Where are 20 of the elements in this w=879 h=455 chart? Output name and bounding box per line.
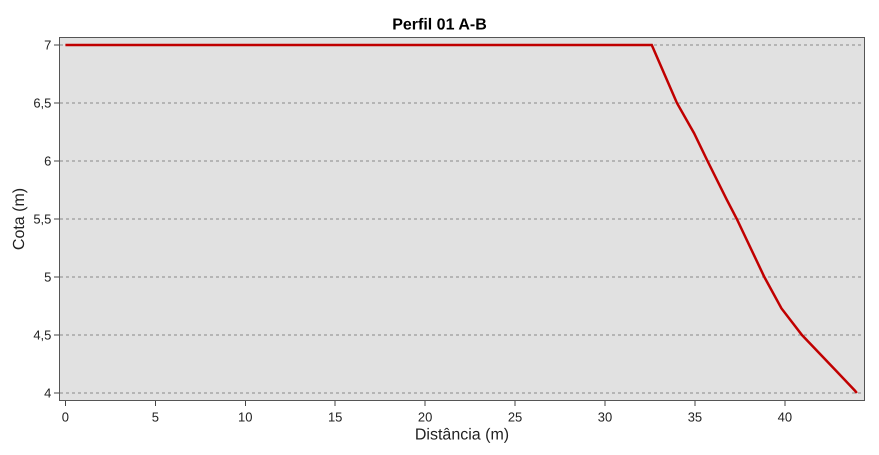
y-tick-label: 4 (44, 386, 52, 401)
chart-title: Perfil 01 A-B (392, 16, 487, 34)
x-tick-label: 15 (328, 410, 342, 425)
y-tick-label: 5,5 (33, 212, 52, 227)
x-tick-label: 0 (62, 410, 70, 425)
x-axis-title: Distância (m) (414, 426, 510, 444)
y-axis-title: Cota (m) (11, 188, 28, 250)
line-series (64, 44, 858, 394)
y-tick-label: 6,5 (33, 96, 52, 111)
y-tick-label: 7 (44, 38, 52, 53)
x-tick-label: 35 (688, 410, 702, 425)
x-tick-label: 40 (778, 410, 792, 425)
y-tick-label: 5 (44, 270, 52, 285)
x-tick-label: 10 (238, 410, 252, 425)
y-tick-label: 6 (44, 154, 52, 169)
x-tick-label: 25 (508, 410, 522, 425)
x-tick-label: 5 (152, 410, 159, 425)
x-tick-label: 20 (418, 410, 432, 425)
y-tick-label: 4,5 (33, 328, 52, 343)
x-tick-label: 30 (598, 410, 612, 425)
